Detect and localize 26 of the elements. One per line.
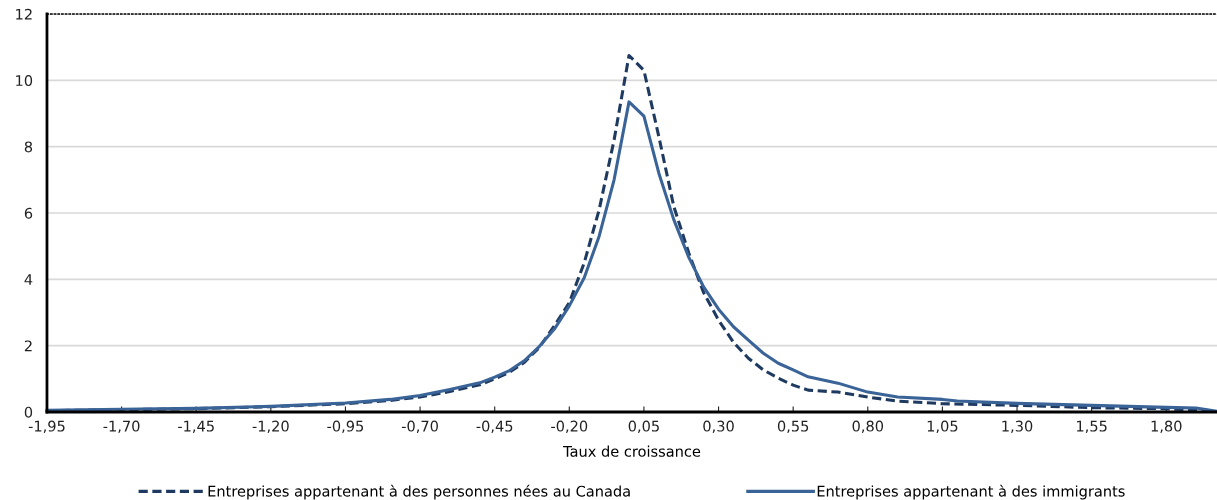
x-tick-label: 0,30 bbox=[703, 420, 734, 434]
y-tick-label: 8 bbox=[24, 141, 33, 153]
x-tick-label: 1,05 bbox=[927, 420, 958, 434]
x-tick-label: 1,80 bbox=[1151, 420, 1182, 434]
x-tick-label: 0,55 bbox=[777, 420, 809, 434]
x-tick-label: -0,70 bbox=[401, 420, 438, 434]
x-tick-label: -0,45 bbox=[476, 420, 513, 434]
x-axis-title: Taux de croissance bbox=[563, 445, 701, 457]
x-tick-label: -1,45 bbox=[178, 420, 214, 434]
x-tick-label: -1,95 bbox=[28, 420, 65, 434]
y-tick-label: 4 bbox=[24, 274, 33, 285]
x-tick-label: -1,70 bbox=[103, 420, 140, 434]
x-tick-label: 1,30 bbox=[1002, 420, 1033, 434]
y-tick-label: 0 bbox=[24, 406, 33, 418]
y-tick-label: 6 bbox=[24, 207, 33, 219]
x-tick-label: 1,55 bbox=[1077, 420, 1107, 434]
x-tick-label: -0,20 bbox=[551, 420, 588, 434]
legend-label: Entreprises appartenant à des immigrants bbox=[817, 484, 1125, 500]
y-tick-label: 2 bbox=[24, 340, 32, 352]
y-tick-label: 12 bbox=[16, 8, 32, 20]
legend-label: Entreprises appartenant à des personnes nées au Canada bbox=[208, 484, 630, 500]
x-tick-label: 0,05 bbox=[628, 420, 659, 434]
x-tick-label: -1,20 bbox=[252, 420, 289, 434]
x-tick-label: -0,95 bbox=[327, 420, 364, 434]
y-tick-label: 10 bbox=[16, 75, 33, 87]
x-tick-label: 0,80 bbox=[852, 420, 884, 434]
